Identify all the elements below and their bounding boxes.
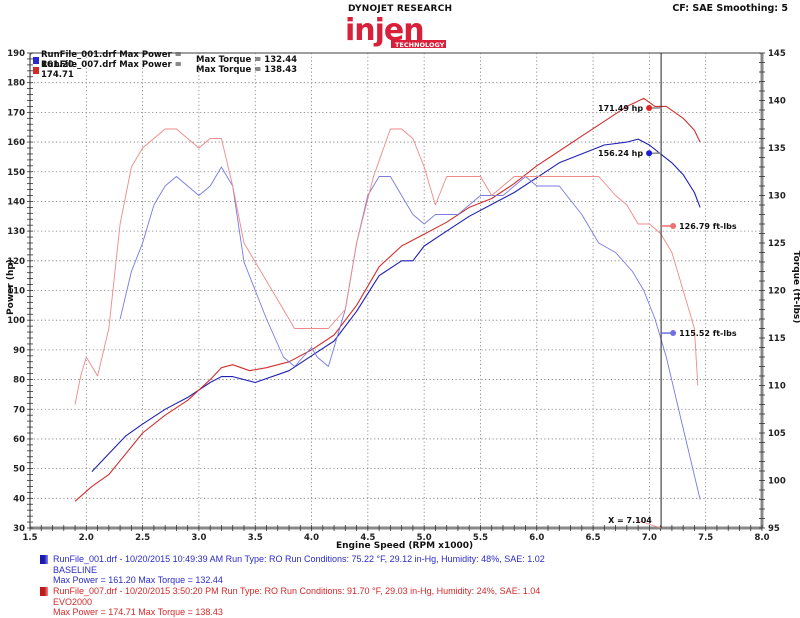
x-tick-label: 3.5	[248, 533, 263, 543]
y-axis-title-power: Power (hp)	[6, 259, 16, 315]
logo-bar	[391, 40, 446, 48]
y-tick-label: 30	[13, 524, 25, 534]
cursor-marker-dot	[646, 104, 653, 111]
run-details-legend: RunFile_001.drf - 10/20/2015 10:49:39 AM…	[40, 554, 545, 618]
x-tick-label: 5.5	[473, 533, 488, 543]
y-tick-label: 130	[7, 227, 25, 237]
y-tick-label: 90	[13, 346, 25, 356]
y-tick-label: 110	[7, 287, 25, 297]
cursor-marker-dot	[670, 222, 677, 229]
inline-legend-row-run001: RunFile_001.drf Max Power = 161.20 Max T…	[33, 50, 298, 70]
y-tick-label: 150	[7, 168, 25, 178]
injen-logo: injen TECHNOLOGY	[345, 14, 446, 49]
y2-tick-label: 110	[768, 382, 786, 392]
y-tick-label: 180	[7, 79, 25, 89]
run007-name: EVO2000	[53, 596, 93, 607]
cursor-marker-label: 115.52 ft-lbs	[679, 329, 737, 338]
logo-subtext: TECHNOLOGY	[395, 41, 445, 49]
run001-max-torque: Max Torque = 132.44	[196, 55, 298, 65]
x-tick-label: 2.5	[135, 533, 150, 543]
y2-axis-title-torque: Torque (ft-lbs)	[791, 250, 800, 324]
x-tick-label: 5.0	[417, 533, 432, 543]
blue-swatch-icon	[33, 56, 39, 64]
x-tick-label: 3.0	[191, 533, 206, 543]
run007-max-torque: Max Torque = 138.43	[196, 65, 298, 75]
run007-max-power: RunFile_007.drf Max Power = 174.71	[41, 60, 182, 80]
y-tick-label: 190	[7, 49, 25, 59]
chart-header-title: DYNOJET RESEARCH	[348, 4, 453, 14]
x-tick-label: 6.5	[586, 533, 601, 543]
x-tick-label: 4.0	[304, 533, 319, 543]
y2-tick-label: 95	[768, 524, 780, 534]
cursor-x-label: X = 7.104	[608, 516, 652, 525]
cursor-marker-label: 171.49 hp	[598, 104, 643, 113]
y-tick-label: 160	[7, 138, 25, 148]
x-tick-label: 4.5	[360, 533, 375, 543]
cursor-marker-dot	[670, 330, 677, 337]
inline-legend-row-run007: RunFile_007.drf Max Power = 174.71 Max T…	[33, 60, 298, 80]
red-swatch-icon	[33, 66, 39, 74]
legend-entry-run007[interactable]: RunFile_007.drf - 10/20/2015 3:50:20 PM …	[40, 586, 545, 618]
x-tick-label: 7.0	[642, 533, 657, 543]
legend-entry-run001[interactable]: RunFile_001.drf - 10/20/2015 10:49:39 AM…	[40, 554, 545, 586]
x-tick-label: 7.5	[698, 533, 713, 543]
cursor-marker-label: 126.79 ft-lbs	[679, 222, 737, 231]
blue-run-swatch-icon	[40, 555, 48, 564]
run007-maxima: Max Power = 174.71 Max Torque = 138.43	[53, 607, 223, 617]
cursor-marker-dot	[646, 150, 653, 157]
y2-tick-label: 130	[768, 192, 786, 202]
y-tick-label: 40	[13, 494, 25, 504]
y2-tick-label: 145	[768, 49, 786, 59]
correction-factor-label: CF: SAE Smoothing: 5	[672, 3, 788, 14]
x-tick-label: 6.0	[529, 533, 544, 543]
x-tick-label: 2.0	[79, 533, 94, 543]
y2-tick-label: 100	[768, 477, 786, 487]
y-tick-label: 80	[13, 376, 25, 386]
red-run-swatch-icon	[40, 587, 48, 596]
y-tick-label: 70	[13, 405, 25, 415]
series-line-1	[74, 97, 701, 502]
y-tick-label: 120	[7, 257, 25, 267]
y-tick-label: 170	[7, 108, 25, 118]
y2-tick-label: 120	[768, 287, 786, 297]
y2-tick-label: 115	[768, 334, 786, 344]
x-tick-label: 1.5	[22, 533, 37, 543]
run001-details: RunFile_001.drf - 10/20/2015 10:49:39 AM…	[53, 554, 545, 564]
y-tick-label: 100	[7, 316, 25, 326]
run001-maxima: Max Power = 161.20 Max Torque = 132.44	[53, 575, 223, 585]
y-tick-label: 60	[13, 435, 25, 445]
series-line-2	[119, 166, 701, 500]
cursor-marker-label: 156.24 hp	[598, 149, 643, 158]
x-tick-label: 8.0	[754, 533, 769, 543]
run001-name: BASELINE	[53, 564, 98, 575]
run007-details: RunFile_007.drf - 10/20/2015 3:50:20 PM …	[53, 586, 541, 596]
cursor-x-leader	[635, 519, 662, 529]
y2-tick-label: 125	[768, 239, 786, 249]
y2-tick-label: 135	[768, 144, 786, 154]
y2-tick-label: 140	[768, 97, 786, 107]
x-axis-title: Engine Speed (RPM x1000)	[336, 541, 474, 551]
inline-legend: RunFile_001.drf Max Power = 161.20 Max T…	[33, 50, 298, 80]
y-tick-label: 140	[7, 197, 25, 207]
y2-tick-label: 105	[768, 429, 786, 439]
run001-max-power: RunFile_001.drf Max Power = 161.20	[41, 50, 182, 70]
series-line-3	[74, 128, 699, 405]
y-tick-label: 50	[13, 465, 25, 475]
